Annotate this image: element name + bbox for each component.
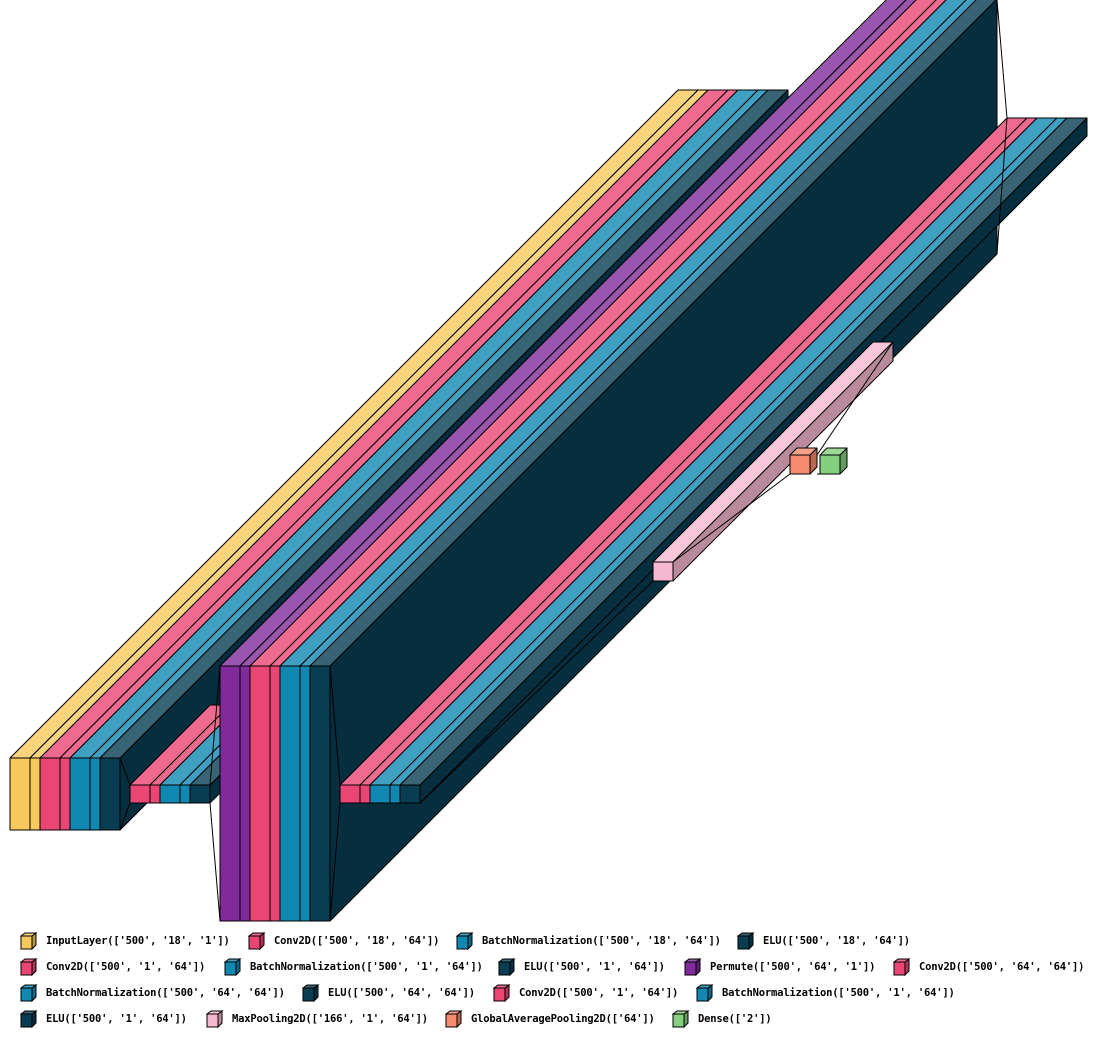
legend-swatch-icon bbox=[224, 958, 242, 976]
layer-conv2d-64-front bbox=[249, 665, 271, 922]
layer-permute-2-front bbox=[239, 665, 251, 922]
legend-swatch-icon bbox=[20, 1010, 38, 1028]
legend-item: Conv2D(['500', '18', '64']) bbox=[248, 931, 439, 951]
legend-label: GlobalAveragePooling2D(['64']) bbox=[471, 1013, 655, 1025]
legend-item: ELU(['500', '1', '64']) bbox=[498, 957, 665, 977]
layer-batchnorm-18-front bbox=[69, 757, 91, 831]
legend-label: BatchNormalization(['500', '64', '64']) bbox=[46, 987, 285, 999]
legend-label: Permute(['500', '64', '1']) bbox=[710, 961, 876, 973]
legend-swatch-icon bbox=[493, 984, 511, 1002]
legend-swatch-icon bbox=[672, 1010, 690, 1028]
legend-label: Conv2D(['500', '1', '64']) bbox=[46, 961, 206, 973]
legend-swatch-icon bbox=[248, 932, 266, 950]
legend-item: BatchNormalization(['500', '64', '64']) bbox=[20, 983, 285, 1003]
layer-conv2d-1-front bbox=[129, 784, 151, 804]
connector bbox=[209, 802, 221, 922]
layer-elu-1b-front bbox=[399, 784, 421, 804]
layer-elu-64-front bbox=[309, 665, 331, 922]
legend-item: Conv2D(['500', '1', '64']) bbox=[20, 957, 205, 977]
legend-swatch-icon bbox=[206, 1010, 224, 1028]
connector bbox=[672, 473, 791, 563]
legend-item: InputLayer(['500', '18', '1']) bbox=[20, 931, 230, 951]
layer-conv2d-64-2-front bbox=[269, 665, 281, 922]
legend-item: Conv2D(['500', '1', '64']) bbox=[493, 983, 678, 1003]
legend-item: BatchNormalization(['500', '1', '64']) bbox=[224, 957, 483, 977]
connector bbox=[816, 341, 894, 456]
legend-label: ELU(['500', '1', '64']) bbox=[524, 961, 665, 973]
legend-swatch-icon bbox=[20, 958, 38, 976]
legend-item: Dense(['2']) bbox=[672, 1009, 772, 1029]
layer-batchnorm-1b-2-front bbox=[389, 784, 401, 804]
layer-conv2d-1-2-front bbox=[149, 784, 161, 804]
legend-label: BatchNormalization(['500', '1', '64']) bbox=[250, 961, 483, 973]
connector bbox=[119, 757, 131, 786]
layer-conv2d-18-2-front bbox=[59, 757, 71, 831]
layer-global-avg-pool-front bbox=[789, 454, 811, 475]
network-architecture-diagram bbox=[9, 0, 1088, 922]
legend-label: ELU(['500', '1', '64']) bbox=[46, 1013, 187, 1025]
layer-elu-1-front bbox=[189, 784, 211, 804]
legend-label: BatchNormalization(['500', '1', '64']) bbox=[722, 987, 955, 999]
legend-swatch-icon bbox=[20, 984, 38, 1002]
legend: InputLayer(['500', '18', '1']) Conv2D(['5… bbox=[0, 925, 1097, 1037]
legend-swatch-icon bbox=[696, 984, 714, 1002]
layer-batchnorm-18-2-front bbox=[89, 757, 101, 831]
legend-label: MaxPooling2D(['166', '1', '64']) bbox=[232, 1013, 428, 1025]
legend-item: BatchNormalization(['500', '18', '64']) bbox=[456, 931, 721, 951]
legend-swatch-icon bbox=[456, 932, 474, 950]
layer-maxpooling-front bbox=[652, 561, 674, 582]
connector bbox=[209, 665, 221, 786]
legend-label: ELU(['500', '64', '64']) bbox=[328, 987, 475, 999]
legend-label: Conv2D(['500', '1', '64']) bbox=[519, 987, 679, 999]
layer-input-front bbox=[9, 757, 31, 831]
connector bbox=[329, 665, 341, 786]
legend-label: InputLayer(['500', '18', '1']) bbox=[46, 935, 230, 947]
legend-label: Dense(['2']) bbox=[698, 1013, 772, 1025]
legend-item: Permute(['500', '64', '1']) bbox=[684, 957, 875, 977]
layer-batchnorm-1-2-front bbox=[179, 784, 191, 804]
connector bbox=[996, 117, 1008, 255]
legend-swatch-icon bbox=[893, 958, 911, 976]
layer-conv2d-18-front bbox=[39, 757, 61, 831]
layer-conv2d-1b-2-front bbox=[359, 784, 371, 804]
legend-item: GlobalAveragePooling2D(['64']) bbox=[445, 1009, 655, 1029]
connector bbox=[996, 0, 1008, 119]
legend-label: ELU(['500', '18', '64']) bbox=[763, 935, 910, 947]
connector bbox=[119, 802, 131, 831]
legend-label: BatchNormalization(['500', '18', '64']) bbox=[482, 935, 721, 947]
legend-item: ELU(['500', '1', '64']) bbox=[20, 1009, 187, 1029]
layer-input-2-front bbox=[29, 757, 41, 831]
legend-swatch-icon bbox=[445, 1010, 463, 1028]
legend-item: ELU(['500', '64', '64']) bbox=[302, 983, 475, 1003]
legend-item: BatchNormalization(['500', '1', '64']) bbox=[696, 983, 955, 1003]
layer-batchnorm-64-front bbox=[279, 665, 301, 922]
legend-item: Conv2D(['500', '64', '64']) bbox=[893, 957, 1084, 977]
connector bbox=[419, 580, 654, 804]
layer-elu-18-front bbox=[99, 757, 121, 831]
legend-label: Conv2D(['500', '18', '64']) bbox=[274, 935, 440, 947]
legend-swatch-icon bbox=[498, 958, 516, 976]
legend-swatch-icon bbox=[20, 932, 38, 950]
layer-batchnorm-1-front bbox=[159, 784, 181, 804]
legend-swatch-icon bbox=[302, 984, 320, 1002]
layer-dense-front bbox=[819, 454, 841, 475]
legend-swatch-icon bbox=[737, 932, 755, 950]
legend-label: Conv2D(['500', '64', '64']) bbox=[919, 961, 1085, 973]
legend-swatch-icon bbox=[684, 958, 702, 976]
legend-item: ELU(['500', '18', '64']) bbox=[737, 931, 910, 951]
layer-batchnorm-1b-front bbox=[369, 784, 391, 804]
connector bbox=[329, 802, 341, 922]
layer-permute-front bbox=[219, 665, 241, 922]
layer-conv2d-1b-front bbox=[339, 784, 361, 804]
layer-batchnorm-64-2-front bbox=[299, 665, 311, 922]
legend-item: MaxPooling2D(['166', '1', '64']) bbox=[206, 1009, 428, 1029]
